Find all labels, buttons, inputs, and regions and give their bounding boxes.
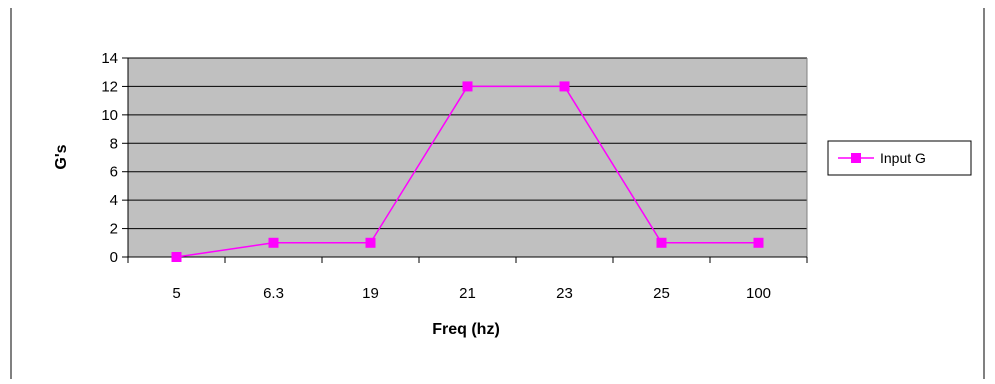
y-tick-label: 4 <box>110 192 118 209</box>
data-point-marker <box>268 237 279 248</box>
data-point-marker <box>365 237 376 248</box>
legend-swatch-marker <box>851 153 861 163</box>
y-tick-label: 10 <box>101 107 118 124</box>
gridlines <box>128 57 808 257</box>
x-tick-label: 100 <box>746 285 771 302</box>
y-axis-title: G's <box>53 144 70 169</box>
y-tick-label: 14 <box>101 50 118 67</box>
x-axis-title: Freq (hz) <box>432 321 500 338</box>
x-tick-label: 19 <box>362 285 379 302</box>
data-point-marker <box>753 237 764 248</box>
data-point-marker <box>559 81 570 92</box>
x-tick-label: 5 <box>172 285 180 302</box>
data-point-marker <box>171 252 182 262</box>
x-tick-label: 21 <box>459 285 476 302</box>
x-axis: 5 6.3 19 21 23 25 100 <box>127 256 808 302</box>
x-tick-label: 6.3 <box>263 285 284 302</box>
x-tick-label: 23 <box>556 285 573 302</box>
legend: Input G <box>827 140 972 176</box>
y-tick-label: 6 <box>110 164 118 181</box>
legend-entry-input-g: Input G <box>880 150 926 166</box>
data-point-marker <box>656 237 667 248</box>
y-tick-label: 12 <box>101 78 118 95</box>
y-tick-label: 2 <box>110 221 118 238</box>
y-axis: 0 2 4 6 8 10 12 14 <box>101 50 129 266</box>
y-tick-label: 8 <box>110 135 118 152</box>
y-tick-label: 0 <box>110 249 118 266</box>
data-point-marker <box>462 81 473 92</box>
series-layer <box>171 81 764 262</box>
x-tick-label: 25 <box>653 285 670 302</box>
